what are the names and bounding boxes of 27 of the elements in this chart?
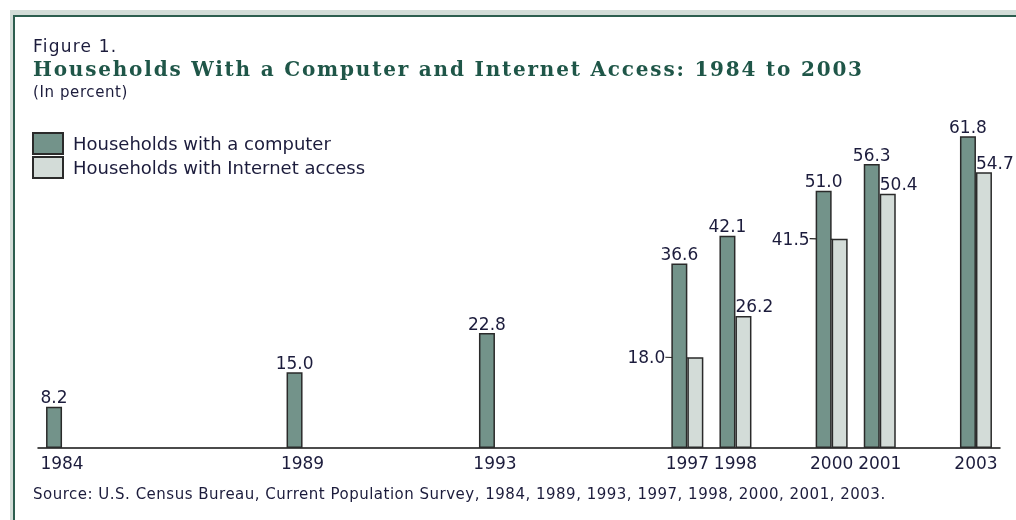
x-tick-label: 1998 bbox=[713, 452, 758, 473]
x-tick-label: 1993 bbox=[473, 452, 517, 473]
x-tick-label: 2001 bbox=[858, 452, 902, 473]
data-label: 41.5 bbox=[771, 228, 810, 249]
data-label: 15.0 bbox=[275, 352, 314, 373]
data-label: 56.3 bbox=[852, 144, 891, 165]
data-label: 8.2 bbox=[40, 387, 68, 408]
x-tick-label: 1989 bbox=[280, 452, 325, 473]
data-label: 54.7 bbox=[975, 152, 1014, 173]
data-label: 50.4 bbox=[879, 174, 918, 195]
x-tick-label: 1997 bbox=[665, 452, 709, 473]
x-tick-label: 2000 bbox=[810, 452, 854, 473]
source-note: Source: U.S. Census Bureau, Current Population Survey, 1984, 1989, 1993, 1997, 1998, 2000, 2001, 2003. bbox=[33, 485, 886, 504]
x-tick-label: 1984 bbox=[40, 452, 84, 473]
chart-title: Households With a Computer and Internet Access: 1984 to 2003 bbox=[33, 57, 864, 81]
data-label: 18.0 bbox=[627, 347, 666, 368]
data-label: 22.8 bbox=[468, 313, 506, 334]
data-label: 42.1 bbox=[708, 216, 747, 237]
caption: Figure 1. bbox=[33, 36, 118, 57]
x-tick-label: 2003 bbox=[954, 452, 998, 473]
data-label: 51.0 bbox=[804, 171, 843, 192]
legend-label: Households with Internet access bbox=[73, 157, 366, 178]
data-label: 61.8 bbox=[949, 116, 987, 137]
data-label: 36.6 bbox=[660, 243, 699, 264]
chart-subtitle: (In percent) bbox=[33, 83, 129, 102]
data-label: 26.2 bbox=[735, 296, 774, 317]
legend-label: Households with a computer bbox=[73, 133, 332, 154]
